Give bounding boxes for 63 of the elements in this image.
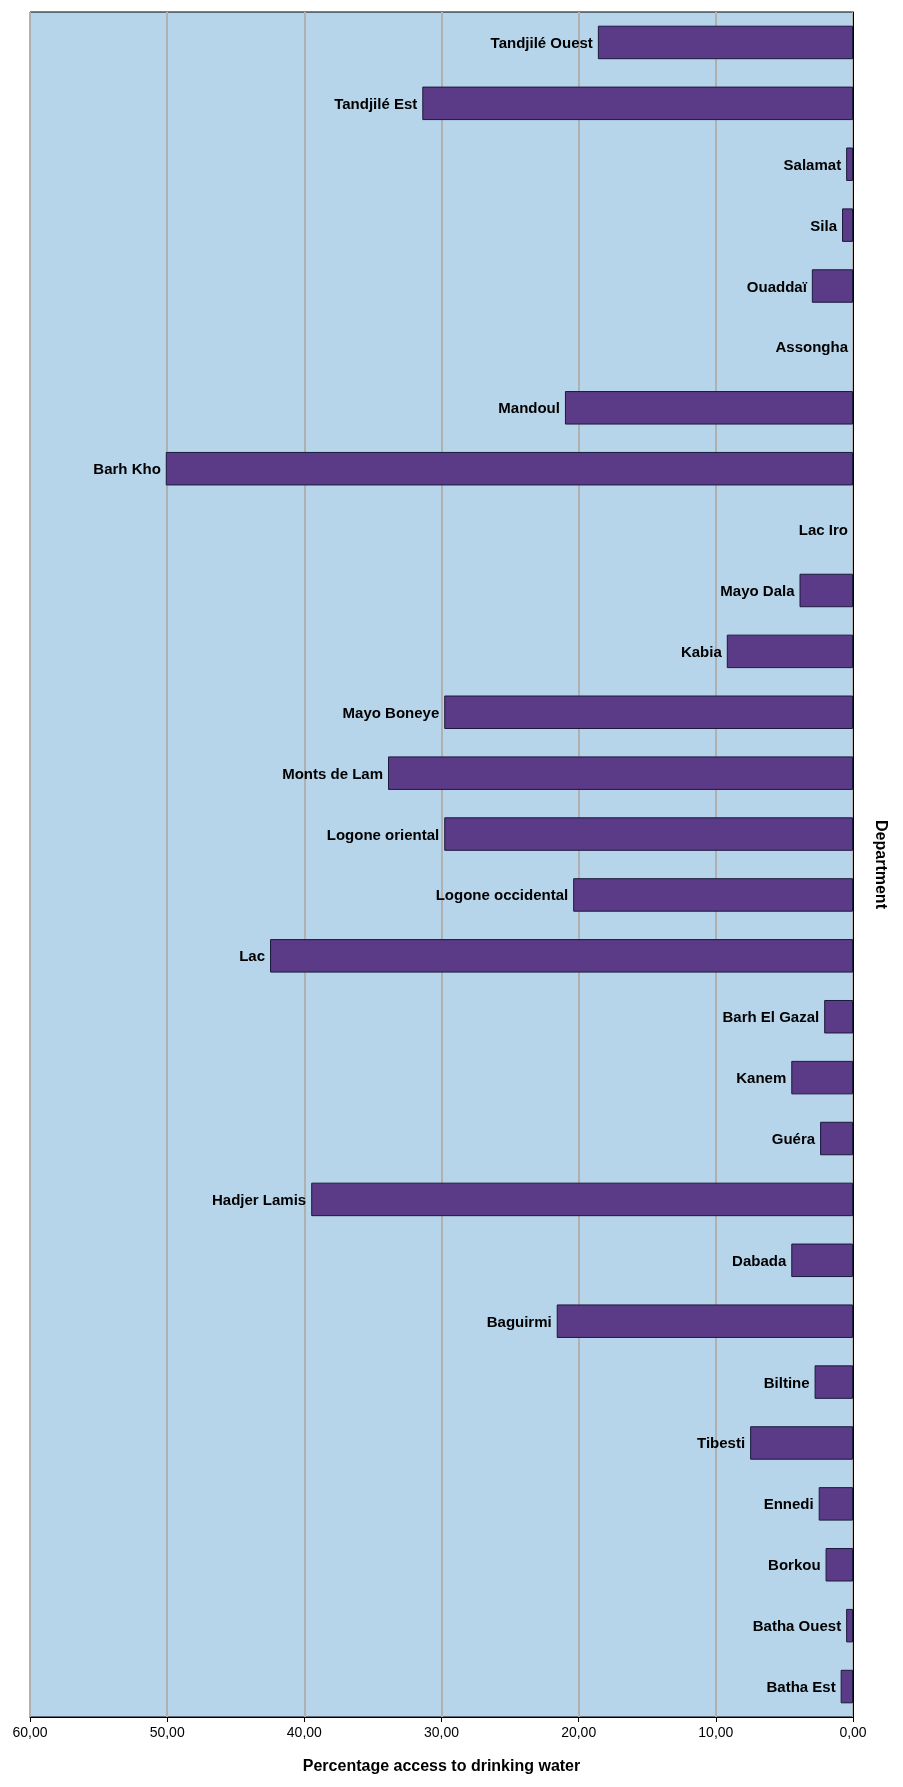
- bar: [311, 1182, 853, 1217]
- y-tick-label: Tandjilé Est: [334, 94, 418, 112]
- x-tick-label: 60,00: [12, 1724, 48, 1740]
- y-tick-label: Biltine: [763, 1373, 810, 1391]
- y-tick-label: Tandjilé Ouest: [490, 33, 593, 51]
- bar: [750, 1426, 853, 1460]
- x-tick-label: 10,00: [698, 1724, 734, 1740]
- bar: [573, 878, 853, 912]
- y-tick-label: Assongha: [775, 338, 849, 356]
- bar: [444, 817, 853, 851]
- y-axis-title: Department: [872, 820, 890, 910]
- bar: [818, 1487, 853, 1521]
- bar: [811, 269, 853, 303]
- bar: [820, 1121, 853, 1156]
- bar: [791, 1060, 853, 1095]
- y-tick-label: Lac: [239, 947, 266, 965]
- y-tick-label: Lac Iro: [798, 521, 848, 539]
- bar: [556, 1304, 853, 1338]
- x-tick-label: 40,00: [286, 1724, 323, 1740]
- y-tick-label: Batha Ouest: [752, 1617, 842, 1635]
- y-tick-label: Dabada: [732, 1251, 787, 1269]
- x-axis-title: Percentage access to drinking water: [302, 1756, 581, 1774]
- y-tick-label: Baguirmi: [486, 1312, 552, 1330]
- y-tick-label: Salamat: [783, 155, 842, 173]
- y-tick-label: Logone occidental: [435, 886, 569, 904]
- y-tick-label: Hadjer Lamis: [211, 1190, 307, 1208]
- y-tick-label: Barh El Gazal: [722, 1008, 820, 1026]
- y-tick-label: Batha Est: [766, 1678, 836, 1696]
- bar: [825, 1548, 853, 1582]
- bar: [388, 756, 853, 790]
- bar: [726, 634, 853, 669]
- bar: [842, 208, 853, 242]
- y-tick-label: Kanem: [736, 1069, 787, 1087]
- y-tick-label: Monts de Lam: [282, 764, 384, 782]
- bar: [824, 999, 853, 1034]
- y-tick-label: Logone oriental: [326, 825, 440, 843]
- bar: [564, 391, 853, 425]
- x-tick-label: 0,00: [839, 1724, 867, 1740]
- x-tick-label: 50,00: [149, 1724, 185, 1740]
- y-tick-label: Mandoul: [498, 399, 560, 417]
- x-tick-label: 20,00: [561, 1724, 597, 1740]
- y-tick-label: Tibesti: [697, 1434, 746, 1452]
- y-tick-label: Borkou: [768, 1556, 821, 1574]
- bar: [270, 939, 853, 973]
- bar: [444, 695, 853, 730]
- bar: [597, 25, 853, 60]
- y-tick-label: Mayo Boneye: [342, 703, 440, 721]
- bar: [422, 86, 853, 121]
- bar: [165, 451, 853, 486]
- y-tick-label: Mayo Dala: [720, 581, 796, 599]
- bar: [791, 1243, 853, 1278]
- y-tick-label: Sila: [810, 216, 838, 234]
- y-tick-label: Ennedi: [763, 1495, 814, 1513]
- y-tick-label: Kabia: [680, 642, 723, 660]
- bar: [846, 147, 853, 181]
- y-tick-label: Ouaddaï: [746, 277, 808, 295]
- bar: [814, 1365, 853, 1399]
- bar: [799, 573, 853, 608]
- bar: [846, 1608, 853, 1643]
- x-tick-label: 30,00: [423, 1724, 460, 1740]
- y-tick-label: Guéra: [771, 1130, 816, 1148]
- bar: [840, 1669, 853, 1704]
- y-tick-label: Barh Kho: [93, 460, 161, 478]
